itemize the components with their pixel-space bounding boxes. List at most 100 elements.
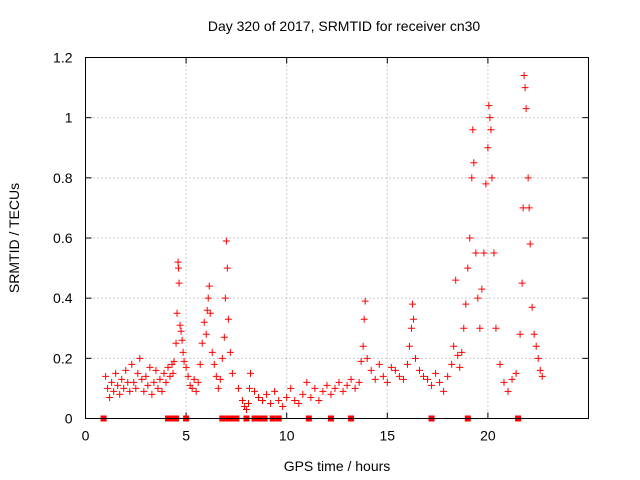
data-point: [205, 282, 213, 290]
data-point: [251, 387, 259, 395]
data-point: [110, 387, 118, 395]
data-point: [452, 276, 460, 284]
data-point: [259, 396, 267, 404]
data-point: [106, 393, 114, 401]
data-point: [379, 372, 387, 380]
data-point: [470, 159, 478, 167]
data-point: [458, 348, 466, 356]
data-point: [108, 378, 116, 386]
data-point: [299, 390, 307, 398]
data-point: [246, 369, 254, 377]
data-point: [184, 372, 192, 380]
data-point: [126, 387, 134, 395]
data-point: [170, 357, 178, 365]
data-point: [343, 381, 351, 389]
data-point: [363, 354, 371, 362]
data-point: [485, 102, 493, 110]
data-point: [275, 396, 283, 404]
x-tick-label: 10: [279, 428, 295, 444]
data-point: [216, 375, 224, 383]
x-tick-label: 5: [182, 428, 190, 444]
data-point: [448, 360, 456, 368]
data-point: [486, 114, 494, 122]
data-point: [512, 369, 520, 377]
data-point: [150, 378, 158, 386]
data-point: [212, 372, 220, 380]
data-point: [469, 126, 477, 134]
data-point: [339, 387, 347, 395]
data-point: [460, 324, 468, 332]
data-point: [242, 405, 250, 413]
data-point: [357, 357, 365, 365]
data-point: [169, 369, 177, 377]
data-point: [534, 354, 542, 362]
data-point: [174, 264, 182, 272]
data-point: [222, 237, 230, 245]
data-point: [226, 348, 234, 356]
x-axis-label: GPS time / hours: [284, 458, 391, 474]
data-point: [462, 300, 470, 308]
data-point: [408, 300, 416, 308]
data-point: [405, 342, 413, 350]
data-point: [327, 390, 335, 398]
data-point: [359, 342, 367, 350]
data-point: [175, 279, 183, 287]
data-point: [130, 378, 138, 386]
data-point: [176, 321, 184, 329]
data-point: [182, 363, 190, 371]
data-point: [138, 375, 146, 383]
data-point: [279, 402, 287, 410]
data-point: [144, 381, 152, 389]
data-point: [178, 336, 186, 344]
grid-lines: [85, 57, 589, 419]
data-point: [428, 381, 436, 389]
data-point: [158, 387, 166, 395]
data-point: [536, 366, 544, 374]
data-point: [407, 324, 415, 332]
data-point: [174, 258, 182, 266]
data-point: [403, 360, 411, 368]
data-point: [166, 372, 174, 380]
data-point: [532, 342, 540, 350]
axis-ticks: [85, 57, 589, 419]
data-point: [200, 318, 208, 326]
data-point: [224, 315, 232, 323]
data-point: [136, 354, 144, 362]
data-point: [238, 396, 246, 404]
data-point: [538, 372, 546, 380]
data-point: [160, 369, 168, 377]
data-point: [142, 372, 150, 380]
data-point: [114, 381, 122, 389]
data-point: [504, 387, 512, 395]
data-point: [291, 396, 299, 404]
data-point: [383, 378, 391, 386]
data-point: [516, 330, 524, 338]
data-point: [399, 375, 407, 383]
data-point: [476, 324, 484, 332]
data-point: [520, 72, 528, 80]
data-point: [180, 357, 188, 365]
data-point: [263, 390, 271, 398]
data-point: [351, 384, 359, 392]
data-point: [518, 279, 526, 287]
data-point: [220, 333, 228, 341]
data-point: [496, 360, 504, 368]
data-point: [196, 360, 204, 368]
data-point: [102, 372, 110, 380]
data-point: [492, 324, 500, 332]
data-point: [208, 348, 216, 356]
data-point: [424, 375, 432, 383]
plot-frame: [85, 57, 589, 419]
data-point: [319, 387, 327, 395]
data-point: [190, 375, 198, 383]
data-point: [361, 297, 369, 305]
data-point: [432, 369, 440, 377]
y-axis-label: SRMTID / TECUs: [6, 183, 22, 293]
data-point: [267, 399, 275, 407]
data-point: [218, 354, 226, 362]
data-point: [335, 378, 343, 386]
data-point: [152, 366, 160, 374]
y-tick-label: 0: [65, 411, 73, 427]
data-point: [415, 366, 423, 374]
